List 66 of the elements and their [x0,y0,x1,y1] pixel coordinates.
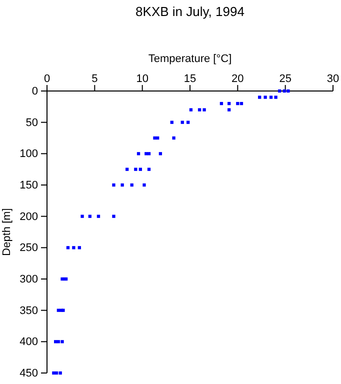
point [172,136,176,140]
y-tick-label: 100 [20,148,38,160]
x-tick-label: 10 [136,73,148,85]
x-tick-label: 30 [326,73,340,85]
point [138,168,142,171]
y-tick-label: 450 [20,368,38,380]
point [274,96,278,99]
point [142,183,146,187]
point [72,246,76,250]
point [198,108,202,112]
point [189,108,193,112]
point [258,96,262,99]
point [120,183,124,187]
point [156,136,160,140]
point [96,214,100,218]
point [112,183,116,187]
point [54,371,58,375]
x-tick-label: 15 [184,73,196,85]
y-tick-label: 200 [20,210,38,223]
y-tick-label: 50 [26,116,38,129]
point [158,152,162,156]
point [58,371,62,375]
point [202,108,206,112]
y-tick-label: 0 [32,86,38,98]
point [269,96,273,99]
point [180,120,184,124]
point [282,89,286,93]
point [136,152,140,156]
point [228,102,231,106]
point [147,168,151,171]
chart-title: 8KXB in July, 1994 [136,4,244,19]
point [170,120,174,124]
point [186,120,190,124]
point [153,136,156,140]
point [130,183,134,187]
x-axis-title: Temperature [°C] [148,53,232,65]
y-tick-label: 400 [20,336,38,348]
y-axis-title: Depth [m] [1,208,13,256]
point [54,340,58,344]
x-tick-label: 0 [44,73,50,85]
point [240,102,244,106]
point [144,152,148,156]
point [147,152,151,156]
y-tick-label: 350 [20,304,38,317]
y-tick-label: 300 [20,274,38,286]
point [88,214,92,218]
y-tick-label: 150 [20,180,38,192]
x-tick-label: 20 [232,73,244,85]
point [278,89,282,93]
point [264,96,267,99]
point [228,108,231,112]
x-tick-label: 25 [279,73,292,85]
point [56,340,60,344]
y-tick-label: 250 [20,242,38,254]
point [134,168,138,171]
point [78,246,81,250]
point [52,371,56,375]
point [80,214,84,218]
point [60,340,64,344]
point [66,246,70,250]
point [286,89,290,93]
point [112,214,116,218]
point [126,168,129,171]
x-tick-label: 5 [92,73,98,85]
point [236,102,240,106]
point [220,102,224,106]
